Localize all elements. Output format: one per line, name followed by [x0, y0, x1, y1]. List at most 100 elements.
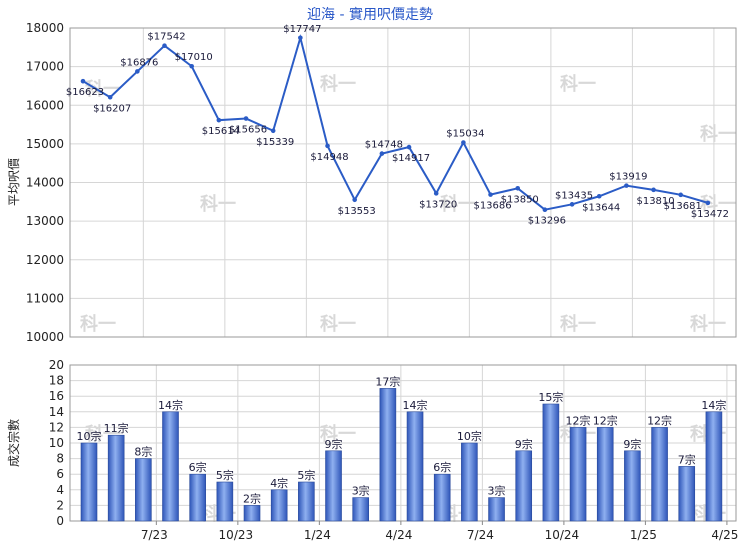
top-y-tick-label: 10000	[26, 330, 64, 344]
top-y-tick-label: 15000	[26, 137, 64, 151]
volume-bar	[651, 427, 668, 522]
volume-bar	[216, 481, 234, 522]
x-tick-label: 10/24	[545, 528, 580, 542]
volume-bar	[107, 434, 125, 522]
volume-bar	[624, 450, 641, 522]
bottom-y-tick-label: 20	[49, 358, 64, 372]
volume-bar	[325, 450, 342, 522]
watermark-text: 科一	[560, 313, 596, 335]
price-data-label: $15614	[202, 126, 240, 137]
volume-data-label: 11宗	[104, 421, 129, 435]
x-tick-label: 7/23	[141, 528, 168, 542]
top-y-tick-label: 18000	[26, 21, 64, 35]
price-point	[461, 140, 466, 145]
volume-data-label: 6宗	[189, 460, 207, 474]
bottom-y-tick-label: 12	[49, 420, 64, 434]
price-data-label: $13644	[582, 202, 620, 213]
bottom-y-tick-label: 2	[56, 498, 64, 512]
price-point	[352, 197, 358, 203]
price-point	[596, 193, 602, 199]
volume-data-label: 9宗	[515, 437, 533, 451]
price-data-label: $14948	[310, 152, 348, 163]
top-y-tick-label: 14000	[26, 176, 64, 190]
top-plot-frame	[69, 27, 737, 338]
volume-data-label: 2宗	[243, 491, 261, 505]
volume-bar	[379, 388, 397, 522]
volume-bar	[243, 505, 261, 522]
x-tick-label: 4/24	[385, 528, 412, 542]
price-data-label: $13810	[636, 196, 674, 207]
watermark-text: 科一	[200, 193, 236, 215]
bottom-y-tick-label: 8	[56, 452, 64, 466]
volume-bar	[80, 442, 98, 522]
volume-bar	[515, 450, 533, 522]
volume-bar	[569, 427, 587, 522]
price-data-label: $13720	[419, 199, 457, 210]
volume-bar	[135, 458, 152, 522]
volume-data-label: 14宗	[158, 398, 183, 412]
price-point	[624, 183, 629, 188]
price-data-label: $13553	[338, 206, 376, 217]
volume-data-label: 6宗	[433, 460, 451, 474]
bottom-y-tick-label: 14	[49, 405, 64, 419]
price-point	[325, 143, 330, 149]
top-y-axis-label: 平均呎價	[7, 158, 21, 206]
bottom-y-tick-label: 6	[56, 467, 64, 481]
price-point	[298, 35, 303, 41]
price-point	[678, 192, 684, 198]
price-point	[515, 185, 521, 191]
watermark-text: 科一	[80, 313, 116, 335]
x-tick-label: 7/24	[467, 528, 494, 542]
watermark-text: 科一	[320, 313, 356, 335]
volume-data-label: 15宗	[538, 390, 563, 404]
volume-bar	[596, 427, 614, 522]
watermark-text: 科一	[700, 193, 736, 215]
volume-data-label: 8宗	[134, 445, 152, 459]
watermark-text: 科一	[320, 73, 356, 95]
volume-data-label: 7宗	[678, 452, 696, 466]
price-data-label: $13919	[609, 172, 647, 183]
volume-data-label: 5宗	[297, 468, 315, 482]
price-point	[569, 202, 575, 207]
volume-bar	[542, 403, 560, 522]
price-point	[80, 78, 86, 84]
price-data-label: $13686	[473, 201, 511, 212]
volume-data-label: 14宗	[403, 398, 428, 412]
volume-data-label: 9宗	[623, 437, 641, 451]
volume-bar	[433, 473, 451, 522]
volume-bar	[270, 489, 288, 522]
bottom-y-tick-label: 18	[49, 374, 64, 388]
volume-data-label: 12宗	[566, 413, 591, 427]
bottom-y-axis-label: 成交宗數	[6, 419, 21, 467]
price-point	[216, 117, 222, 123]
volume-bar	[705, 411, 723, 522]
bottom-y-tick-label: 0	[56, 514, 64, 528]
volume-data-label: 10宗	[457, 429, 482, 443]
price-point	[270, 128, 276, 134]
price-point	[189, 63, 194, 69]
bottom-y-tick-label: 16	[49, 389, 64, 403]
price-data-label: $17542	[147, 32, 185, 43]
watermark-text: 科一	[690, 313, 726, 335]
price-data-label: $16207	[93, 103, 131, 114]
price-data-label: $16623	[66, 87, 104, 98]
bottom-plot-frame	[69, 364, 737, 522]
price-data-label: $17747	[283, 24, 321, 35]
top-gridlines	[70, 27, 736, 338]
bottom-y-tick-label: 4	[56, 483, 64, 497]
top-y-tick-label: 13000	[26, 214, 64, 228]
price-point	[433, 191, 439, 196]
price-data-label: $15339	[256, 137, 294, 148]
volume-bar	[488, 497, 505, 522]
top-y-tick-label: 17000	[26, 60, 64, 74]
price-point	[135, 69, 140, 74]
price-data-label: $13850	[501, 194, 539, 205]
price-data-label: $15656	[229, 125, 267, 136]
volume-data-label: 5宗	[216, 468, 234, 482]
volume-data-label: 17宗	[375, 374, 400, 388]
bottom-y-tick-label: 10	[49, 436, 64, 450]
price-data-label: $13296	[528, 216, 566, 227]
